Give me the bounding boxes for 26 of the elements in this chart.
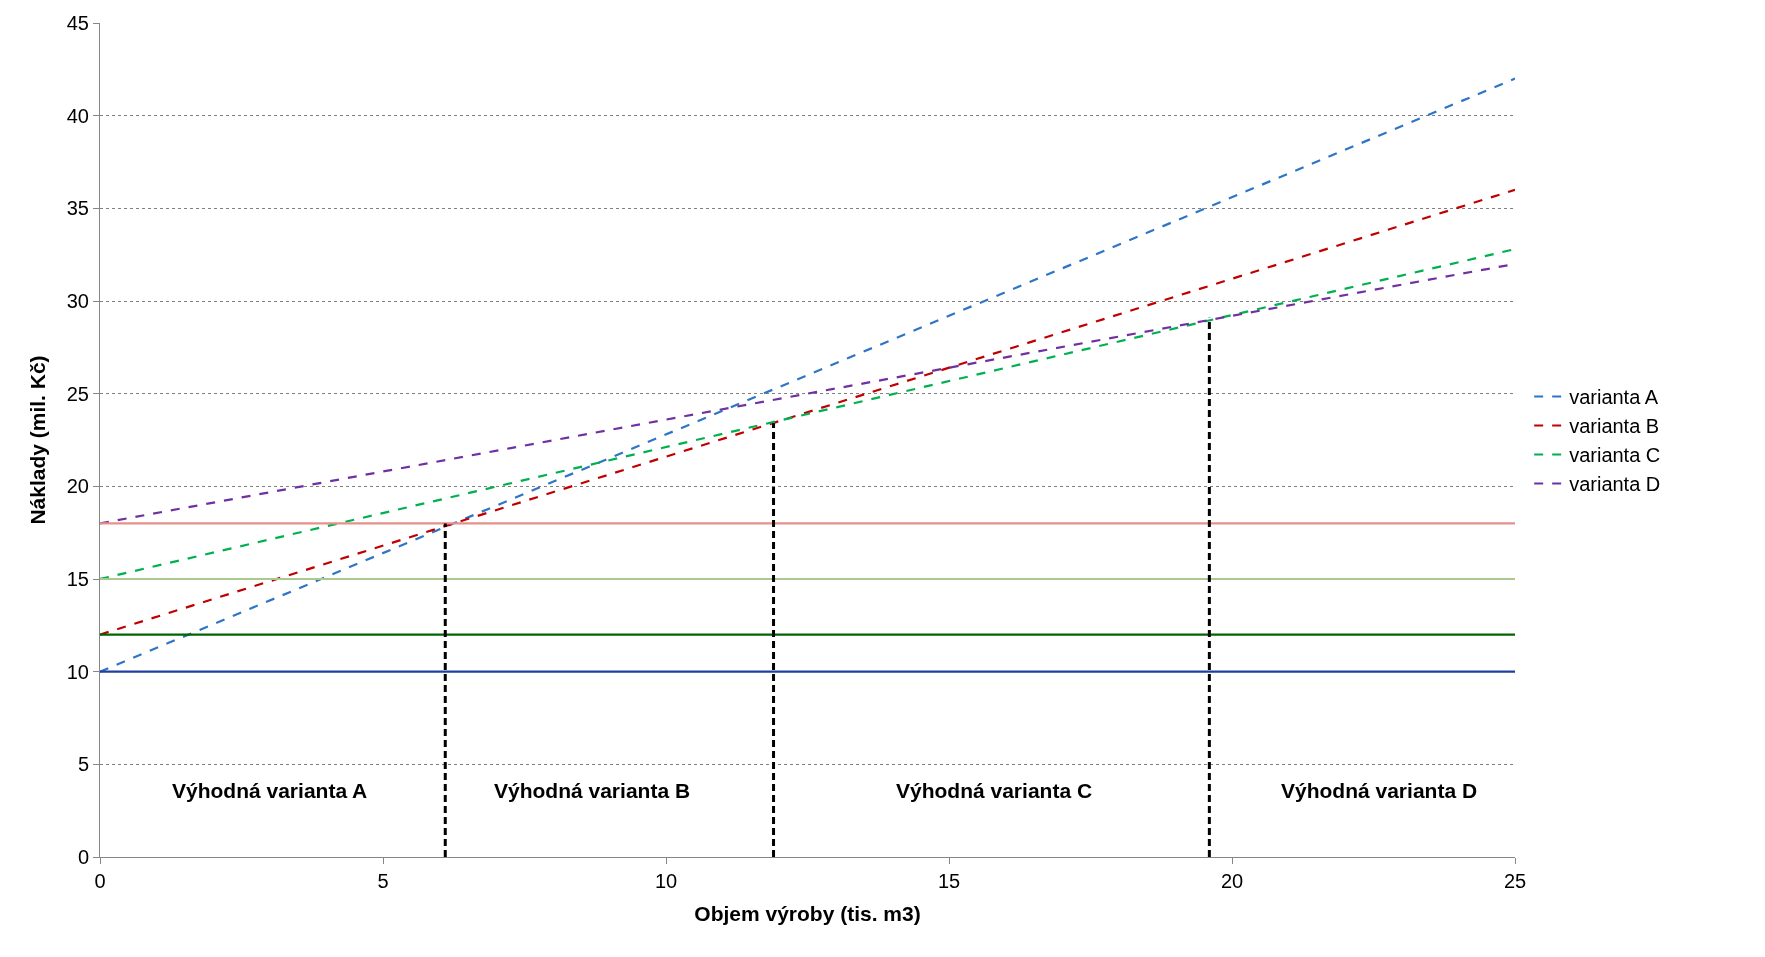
x-tick-label: 5 [377, 870, 389, 892]
annotation: Výhodná varianta C [896, 779, 1093, 802]
x-tick-label: 0 [94, 870, 106, 892]
x-tick-label: 25 [1503, 870, 1527, 892]
y-tick-label: 15 [66, 568, 89, 590]
x-tick-label: 15 [937, 870, 961, 892]
legend-label: varianta B [1569, 415, 1660, 438]
legend-label: varianta D [1569, 473, 1661, 496]
y-tick-label: 40 [66, 104, 89, 127]
y-tick-label: 0 [77, 846, 89, 868]
y-tick-label: 45 [66, 12, 89, 34]
legend-label: varianta C [1569, 444, 1661, 467]
x-tick-label: 20 [1220, 870, 1244, 892]
legend-label: varianta A [1569, 386, 1659, 409]
y-tick-label: 20 [66, 475, 89, 498]
y-tick-label: 25 [66, 382, 89, 405]
x-axis-title: Objem výroby (tis. m3) [694, 902, 921, 926]
y-tick-label: 30 [66, 290, 89, 312]
annotation: Výhodná varianta A [172, 779, 368, 802]
x-tick-label: 10 [654, 870, 678, 892]
y-tick-label: 5 [77, 753, 89, 776]
annotation: Výhodná varianta B [494, 779, 691, 802]
annotation: Výhodná varianta D [1281, 779, 1478, 802]
y-tick-label: 35 [66, 197, 89, 220]
y-tick-label: 10 [66, 660, 89, 683]
y-axis-title: Náklady (mil. Kč) [25, 355, 49, 525]
